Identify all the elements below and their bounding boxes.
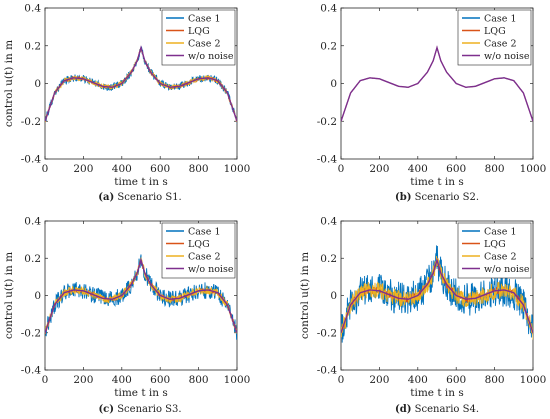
caption-label: (c) (98, 404, 114, 415)
series-line-w-o-noise (341, 45, 533, 122)
x-tick-label: 200 (369, 163, 389, 175)
caption-text: Scenario S2. (415, 192, 479, 203)
series-line-case-1 (45, 254, 237, 340)
x-tick-label: 200 (73, 163, 93, 175)
x-tick-label: 400 (112, 163, 132, 175)
legend-label: LQG (484, 26, 506, 37)
y-tick-label: -0.2 (21, 116, 41, 128)
x-tick-label: 800 (189, 163, 209, 175)
x-tick-label: 200 (73, 374, 93, 386)
x-tick-label: 800 (189, 374, 209, 386)
y-tick-label: 0.2 (320, 40, 337, 52)
x-axis-label: time t in s (114, 387, 168, 399)
x-tick-label: 1000 (520, 163, 547, 175)
y-tick-label: 0.4 (24, 3, 41, 15)
caption-label: (d) (395, 404, 411, 415)
legend-label: Case 1 (484, 14, 517, 25)
x-tick-label: 600 (150, 374, 170, 386)
caption-label: (b) (395, 192, 411, 203)
x-tick-label: 800 (485, 163, 505, 175)
y-tick-label: 0.2 (24, 253, 41, 265)
y-axis-label: control u(t) in m (299, 252, 311, 339)
y-tick-label: 0.4 (320, 3, 337, 15)
y-tick-label: -0.2 (317, 116, 337, 128)
series-line-w-o-noise (45, 257, 237, 333)
y-tick-label: -0.4 (317, 365, 338, 377)
y-tick-label: 0.4 (320, 216, 337, 228)
legend-label: Case 1 (188, 14, 221, 25)
x-tick-label: 400 (408, 163, 428, 175)
y-tick-label: 0 (34, 78, 41, 90)
x-tick-label: 0 (42, 374, 49, 386)
y-tick-label: -0.4 (21, 154, 42, 166)
x-axis-label: time t in s (410, 387, 464, 399)
y-axis-label: control u(t) in m (3, 252, 15, 339)
legend-label: w/o noise (484, 264, 530, 275)
caption: (a) Scenario S1. (98, 192, 181, 203)
legend-label: Case 2 (188, 252, 221, 263)
caption-text: Scenario S4. (415, 404, 479, 415)
legend-label: LQG (188, 239, 210, 250)
x-tick-label: 400 (112, 374, 132, 386)
series-line-case-1 (45, 46, 237, 124)
y-tick-label: 0.2 (24, 40, 41, 52)
x-tick-label: 1000 (224, 374, 251, 386)
x-tick-label: 0 (338, 374, 345, 386)
x-axis-label: time t in s (114, 176, 168, 188)
x-axis-label: time t in s (410, 176, 464, 188)
y-tick-label: 0.2 (320, 253, 337, 265)
x-tick-label: 0 (338, 163, 345, 175)
x-tick-label: 400 (408, 374, 428, 386)
y-axis-label: control u(t) in m (3, 40, 15, 127)
x-tick-label: 600 (150, 163, 170, 175)
series-line-case-2 (45, 257, 237, 334)
legend-label: Case 2 (188, 39, 221, 50)
x-tick-label: 600 (446, 374, 466, 386)
legend-label: Case 2 (484, 252, 517, 263)
y-tick-label: -0.2 (317, 327, 337, 339)
legend-label: LQG (484, 239, 506, 250)
y-tick-label: 0 (330, 290, 337, 302)
y-tick-label: 0.4 (24, 216, 41, 228)
series-line-w-o-noise (341, 257, 533, 333)
caption-text: Scenario S3. (117, 404, 181, 415)
caption: (c) Scenario S3. (98, 404, 181, 415)
x-tick-label: 1000 (224, 163, 251, 175)
series-line-case-2 (341, 256, 533, 340)
caption: (b) Scenario S2. (395, 192, 479, 203)
x-tick-label: 1000 (520, 374, 547, 386)
y-tick-label: -0.2 (21, 327, 41, 339)
x-tick-label: 800 (485, 374, 505, 386)
legend-label: w/o noise (188, 51, 234, 62)
series-line-w-o-noise (45, 45, 237, 122)
caption: (d) Scenario S4. (395, 404, 479, 415)
y-tick-label: -0.4 (317, 154, 338, 166)
legend-label: w/o noise (188, 264, 234, 275)
legend-label: Case 1 (484, 227, 517, 238)
y-tick-label: 0 (330, 78, 337, 90)
x-tick-label: 200 (369, 374, 389, 386)
x-tick-label: 0 (42, 163, 49, 175)
legend-label: LQG (188, 26, 210, 37)
caption-label: (a) (98, 192, 114, 203)
x-tick-label: 600 (446, 163, 466, 175)
y-tick-label: 0 (34, 290, 41, 302)
legend-label: Case 1 (188, 227, 221, 238)
legend-label: w/o noise (484, 51, 530, 62)
legend-label: Case 2 (484, 39, 517, 50)
y-tick-label: -0.4 (21, 365, 42, 377)
caption-text: Scenario S1. (117, 192, 181, 203)
